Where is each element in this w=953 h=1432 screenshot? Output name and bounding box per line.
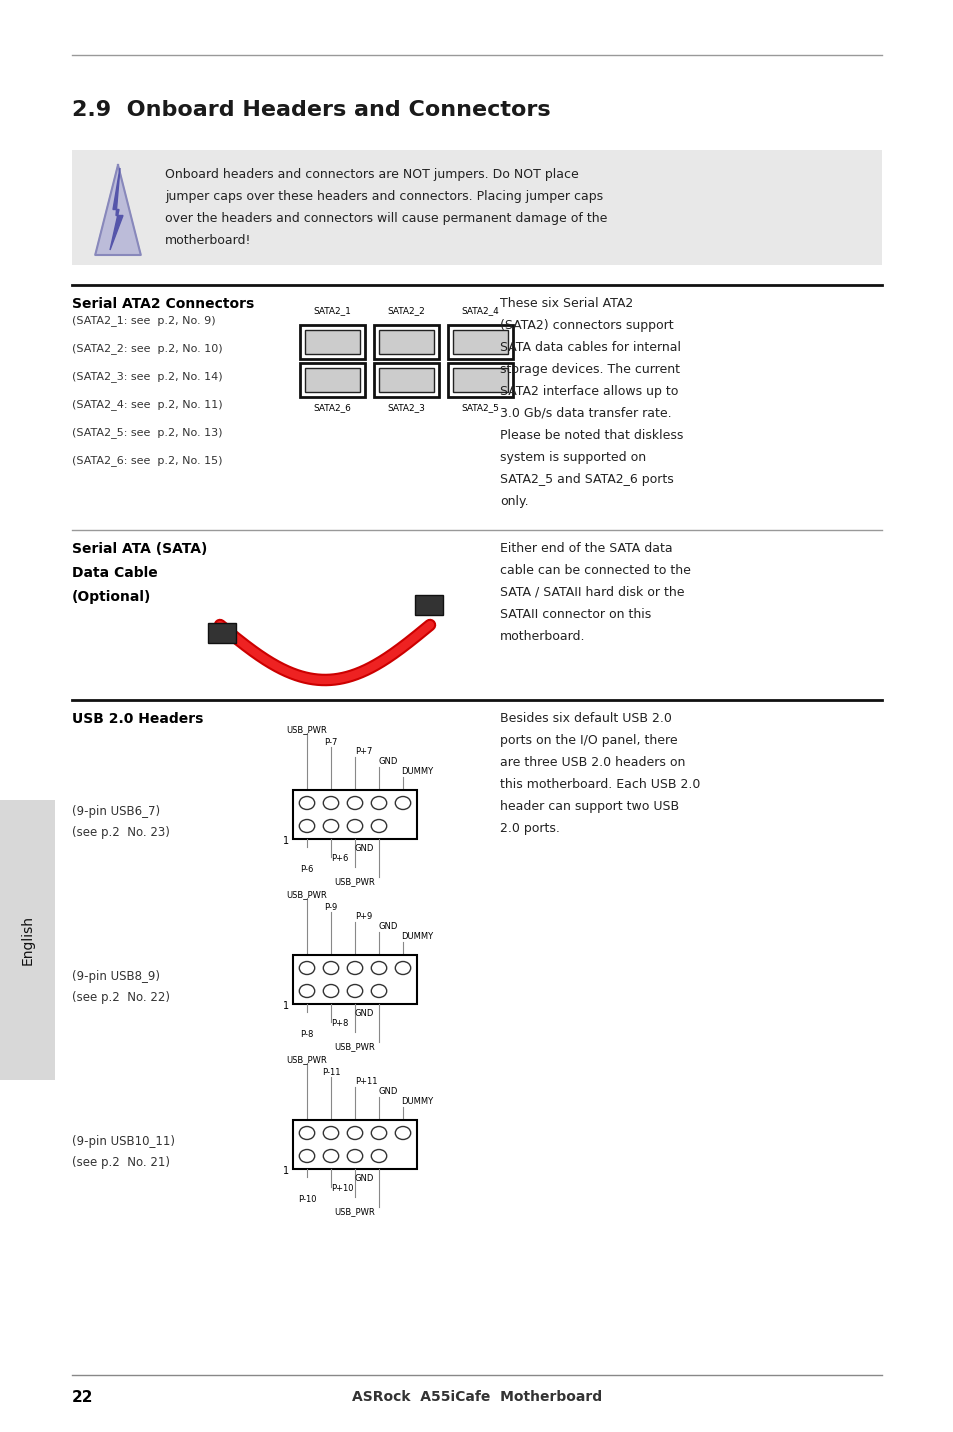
Ellipse shape [299, 961, 314, 975]
Text: USB_PWR: USB_PWR [335, 876, 375, 886]
Ellipse shape [323, 1150, 338, 1163]
Text: USB_PWR: USB_PWR [286, 1055, 327, 1064]
Text: USB 2.0 Headers: USB 2.0 Headers [71, 712, 203, 726]
Ellipse shape [395, 1127, 411, 1140]
Text: Onboard headers and connectors are NOT jumpers. Do NOT place
jumper caps over th: Onboard headers and connectors are NOT j… [165, 168, 607, 246]
Bar [374, 362, 438, 397]
Text: Besides six default USB 2.0
ports on the I/O panel, there
are three USB 2.0 head: Besides six default USB 2.0 ports on the… [499, 712, 700, 835]
Text: Serial ATA (SATA)
Data Cable
(Optional): Serial ATA (SATA) Data Cable (Optional) [71, 541, 207, 604]
Text: USB_PWR: USB_PWR [335, 1042, 375, 1051]
Ellipse shape [299, 1127, 314, 1140]
Bar [299, 362, 365, 397]
Bar [305, 368, 359, 392]
Ellipse shape [323, 796, 338, 809]
Ellipse shape [371, 796, 386, 809]
Polygon shape [95, 165, 141, 255]
Text: DUMMY: DUMMY [400, 768, 433, 776]
Text: SATA2_4: SATA2_4 [461, 306, 498, 315]
Ellipse shape [371, 961, 386, 975]
Text: P-10: P-10 [297, 1194, 315, 1204]
Text: SATA2_5: SATA2_5 [461, 402, 499, 412]
Ellipse shape [347, 819, 362, 832]
Bar [448, 362, 513, 397]
Text: SATA2_2: SATA2_2 [387, 306, 425, 315]
Text: (9-pin USB8_9)
(see p.2  No. 22): (9-pin USB8_9) (see p.2 No. 22) [71, 969, 170, 1004]
Text: P-8: P-8 [300, 1030, 314, 1040]
Text: (9-pin USB10_11)
(see p.2  No. 21): (9-pin USB10_11) (see p.2 No. 21) [71, 1136, 174, 1169]
Ellipse shape [299, 1150, 314, 1163]
Text: DUMMY: DUMMY [400, 932, 433, 941]
Text: P-11: P-11 [321, 1068, 340, 1077]
Text: 22: 22 [71, 1390, 93, 1405]
Bar [293, 1120, 416, 1169]
Text: USB_PWR: USB_PWR [286, 891, 327, 899]
Ellipse shape [323, 961, 338, 975]
Ellipse shape [371, 1127, 386, 1140]
Text: 2.9  Onboard Headers and Connectors: 2.9 Onboard Headers and Connectors [71, 100, 550, 120]
Text: Serial ATA2 Connectors: Serial ATA2 Connectors [71, 296, 254, 311]
Text: P-7: P-7 [324, 737, 337, 748]
Ellipse shape [347, 1127, 362, 1140]
Text: GND: GND [378, 922, 398, 931]
Ellipse shape [371, 985, 386, 998]
Text: USB_PWR: USB_PWR [286, 725, 327, 735]
Text: (SATA2_6: see  p.2, No. 15): (SATA2_6: see p.2, No. 15) [71, 455, 222, 465]
Text: P-9: P-9 [324, 904, 337, 912]
Text: P+8: P+8 [331, 1020, 348, 1028]
Bar [299, 325, 365, 359]
Ellipse shape [371, 819, 386, 832]
Text: These six Serial ATA2
(SATA2) connectors support
SATA data cables for internal
s: These six Serial ATA2 (SATA2) connectors… [499, 296, 682, 508]
Text: 1: 1 [283, 1166, 289, 1176]
Text: USB_PWR: USB_PWR [335, 1207, 375, 1216]
Text: GND: GND [355, 1010, 374, 1018]
Bar [415, 596, 442, 614]
Text: (SATA2_1: see  p.2, No. 9): (SATA2_1: see p.2, No. 9) [71, 315, 215, 326]
Text: DUMMY: DUMMY [400, 1097, 433, 1106]
Ellipse shape [323, 1127, 338, 1140]
Ellipse shape [299, 819, 314, 832]
Ellipse shape [371, 1150, 386, 1163]
Ellipse shape [347, 796, 362, 809]
Text: P+11: P+11 [355, 1077, 377, 1085]
Ellipse shape [323, 985, 338, 998]
Ellipse shape [323, 819, 338, 832]
Bar [0, 800, 55, 1080]
Polygon shape [110, 168, 123, 251]
Text: GND: GND [378, 758, 398, 766]
Text: Either end of the SATA data
cable can be connected to the
SATA / SATAII hard dis: Either end of the SATA data cable can be… [499, 541, 690, 643]
Bar [453, 329, 507, 354]
Ellipse shape [347, 961, 362, 975]
Text: (SATA2_2: see  p.2, No. 10): (SATA2_2: see p.2, No. 10) [71, 344, 222, 354]
Text: GND: GND [378, 1087, 398, 1095]
Text: SATA2_6: SATA2_6 [314, 402, 351, 412]
Text: (SATA2_3: see  p.2, No. 14): (SATA2_3: see p.2, No. 14) [71, 371, 222, 382]
Text: P+9: P+9 [355, 912, 372, 921]
Text: (SATA2_5: see  p.2, No. 13): (SATA2_5: see p.2, No. 13) [71, 427, 222, 438]
Text: P-6: P-6 [300, 865, 314, 874]
Text: GND: GND [355, 843, 374, 853]
Text: ASRock  A55iCafe  Motherboard: ASRock A55iCafe Motherboard [352, 1390, 601, 1403]
Text: GND: GND [355, 1174, 374, 1183]
Ellipse shape [299, 985, 314, 998]
Bar [378, 329, 434, 354]
Text: P+7: P+7 [355, 748, 372, 756]
Text: (SATA2_4: see  p.2, No. 11): (SATA2_4: see p.2, No. 11) [71, 400, 222, 410]
Text: SATA2_3: SATA2_3 [387, 402, 425, 412]
FancyBboxPatch shape [71, 150, 882, 265]
Text: 1: 1 [283, 1001, 289, 1011]
Text: English: English [21, 915, 35, 965]
Bar [293, 790, 416, 839]
Text: SATA2_1: SATA2_1 [314, 306, 351, 315]
Bar [293, 955, 416, 1004]
Text: P+10: P+10 [331, 1184, 354, 1193]
Bar [453, 368, 507, 392]
Ellipse shape [299, 796, 314, 809]
Bar [374, 325, 438, 359]
Ellipse shape [395, 961, 411, 975]
Bar [448, 325, 513, 359]
Bar [378, 368, 434, 392]
Bar [208, 623, 235, 643]
Text: P+6: P+6 [331, 853, 348, 863]
Ellipse shape [395, 796, 411, 809]
Ellipse shape [347, 985, 362, 998]
